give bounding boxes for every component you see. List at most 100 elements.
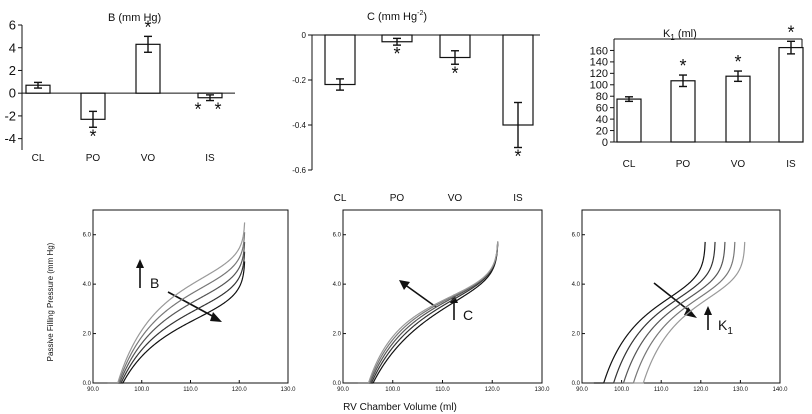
panel-b-bar-chart: -4 -2 0 2 4 6 CL * PO * VO * * IS <box>4 17 235 164</box>
pressure-volume-curve <box>613 241 726 384</box>
y-tick-label: 4 <box>9 40 16 55</box>
y-tick-label: 2.0 <box>572 332 581 338</box>
bar <box>324 34 356 86</box>
category-label: IS <box>513 193 523 204</box>
y-tick-label: 0.0 <box>83 381 92 387</box>
pressure-volume-curve <box>107 261 246 384</box>
category-label: CL <box>32 153 45 164</box>
x-tick-label: 140.0 <box>772 387 788 393</box>
pressure-volume-curve <box>357 241 499 384</box>
category-label: IS <box>205 153 215 164</box>
panel-c-bar-chart: 0 -0.2 -0.4 -0.6 CL * PO * VO * IS <box>292 31 540 204</box>
category-label: PO <box>86 153 101 164</box>
y-tick-label: 0.0 <box>333 381 342 387</box>
category-label: VO <box>141 153 156 164</box>
panel-k1-title: K1 (ml) <box>663 28 697 42</box>
y-tick-label: 6.0 <box>572 233 581 239</box>
b-diagonal-arrow-head <box>210 312 222 322</box>
y-tick-label: 80 <box>596 91 608 103</box>
y-tick-label: 60 <box>596 103 608 115</box>
x-tick-label: 110.0 <box>183 387 198 393</box>
pressure-volume-curve <box>107 251 246 384</box>
significance-mark: * <box>144 17 151 37</box>
x-tick-label: 130.0 <box>534 387 550 393</box>
b-annotation: B <box>136 259 222 322</box>
y-tick-label: 140 <box>590 57 608 69</box>
pressure-volume-curve <box>603 241 716 384</box>
y-tick-label: 6.0 <box>83 233 92 239</box>
panel-k1-title-main: K <box>663 28 671 40</box>
k1-annotation: K1 <box>653 282 733 337</box>
bar <box>778 46 804 143</box>
x-tick-label: 100.0 <box>134 387 150 393</box>
panel-c-title: C (mm Hg-2) <box>367 10 427 23</box>
x-tick-label: 130.0 <box>733 387 749 393</box>
c-diagonal-arrow-head <box>399 280 410 290</box>
plot-frame <box>342 209 543 384</box>
panel-k1-title-sub: 1 <box>670 33 675 42</box>
y-axis-label: Passive Filling Pressure (mm Hg) <box>46 242 55 361</box>
x-tick-label: 90.0 <box>576 387 588 393</box>
c-param-label: C <box>463 307 473 323</box>
b-diagonal-arrow <box>167 291 217 319</box>
pressure-volume-curve <box>107 222 246 384</box>
x-tick-label: 100.0 <box>614 387 630 393</box>
y-tick-label: 20 <box>596 125 608 137</box>
plot-frame <box>92 209 289 384</box>
panel-c-title-sup: -2 <box>417 10 423 17</box>
significance-mark: * <box>393 44 400 64</box>
panel-b-title: B (mm Hg) <box>108 12 161 24</box>
k1-param-label-main: K <box>718 317 728 333</box>
c-diagonal-arrow <box>403 283 437 308</box>
pressure-volume-curve <box>107 241 246 384</box>
significance-mark: * <box>679 56 686 76</box>
pressure-volume-curve <box>357 241 499 384</box>
panel-c-title-end: ) <box>423 11 427 23</box>
x-tick-label: 130.0 <box>280 387 296 393</box>
panel-k1-curves: 90.0 100.0 110.0 120.0 130.0 140.0 0.0 2.0 4.0 6.… <box>572 209 788 393</box>
y-tick-label: 120 <box>590 68 608 80</box>
significance-mark: * <box>514 147 521 167</box>
x-tick-label: 110.0 <box>654 387 669 393</box>
k1-param-label-sub: 1 <box>727 326 733 337</box>
k1-diagonal-arrow-head <box>684 307 697 318</box>
k1-diagonal-arrow <box>653 282 693 314</box>
c-annotation: C <box>399 280 473 323</box>
panel-k1-title-end: (ml) <box>675 28 697 40</box>
category-label: PO <box>676 159 691 170</box>
y-tick-label: 0 <box>602 137 608 149</box>
y-tick-label: 160 <box>590 45 608 57</box>
panel-b-curves: 90.0 100.0 110.0 120.0 130.0 0.0 2.0 4.0 6.0 <box>83 209 296 393</box>
y-tick-label: -0.2 <box>292 76 306 85</box>
significance-mark: * * <box>194 100 225 120</box>
y-tick-label: 0 <box>302 31 307 40</box>
y-tick-label: 2.0 <box>83 332 92 338</box>
y-tick-label: -2 <box>4 108 16 123</box>
y-tick-label: 6.0 <box>333 233 342 239</box>
x-tick-label: 120.0 <box>693 387 709 393</box>
y-tick-label: 4.0 <box>572 282 581 288</box>
bar <box>725 75 751 143</box>
y-tick-label: 0.0 <box>572 381 581 387</box>
category-label: CL <box>623 159 636 170</box>
plot-frame <box>581 209 781 384</box>
k1-param-label: K1 <box>718 317 733 337</box>
y-tick-label: 40 <box>596 114 608 126</box>
x-tick-label: 90.0 <box>87 387 99 393</box>
x-tick-label: 90.0 <box>337 387 349 393</box>
y-tick-label: -0.4 <box>292 121 306 130</box>
x-axis-label: RV Chamber Volume (ml) <box>343 402 457 413</box>
pressure-volume-curve <box>633 241 746 384</box>
y-tick-label: 4.0 <box>333 282 342 288</box>
y-tick-label: 2 <box>9 63 16 78</box>
category-label: IS <box>786 159 796 170</box>
y-tick-label: -4 <box>4 131 16 146</box>
pressure-volume-curve <box>593 241 706 384</box>
x-tick-label: 120.0 <box>232 387 248 393</box>
category-label: VO <box>448 193 463 204</box>
y-tick-label: 4.0 <box>83 282 92 288</box>
pressure-volume-curve <box>623 241 736 384</box>
significance-mark: * <box>787 22 794 42</box>
pressure-volume-curve <box>357 242 499 384</box>
